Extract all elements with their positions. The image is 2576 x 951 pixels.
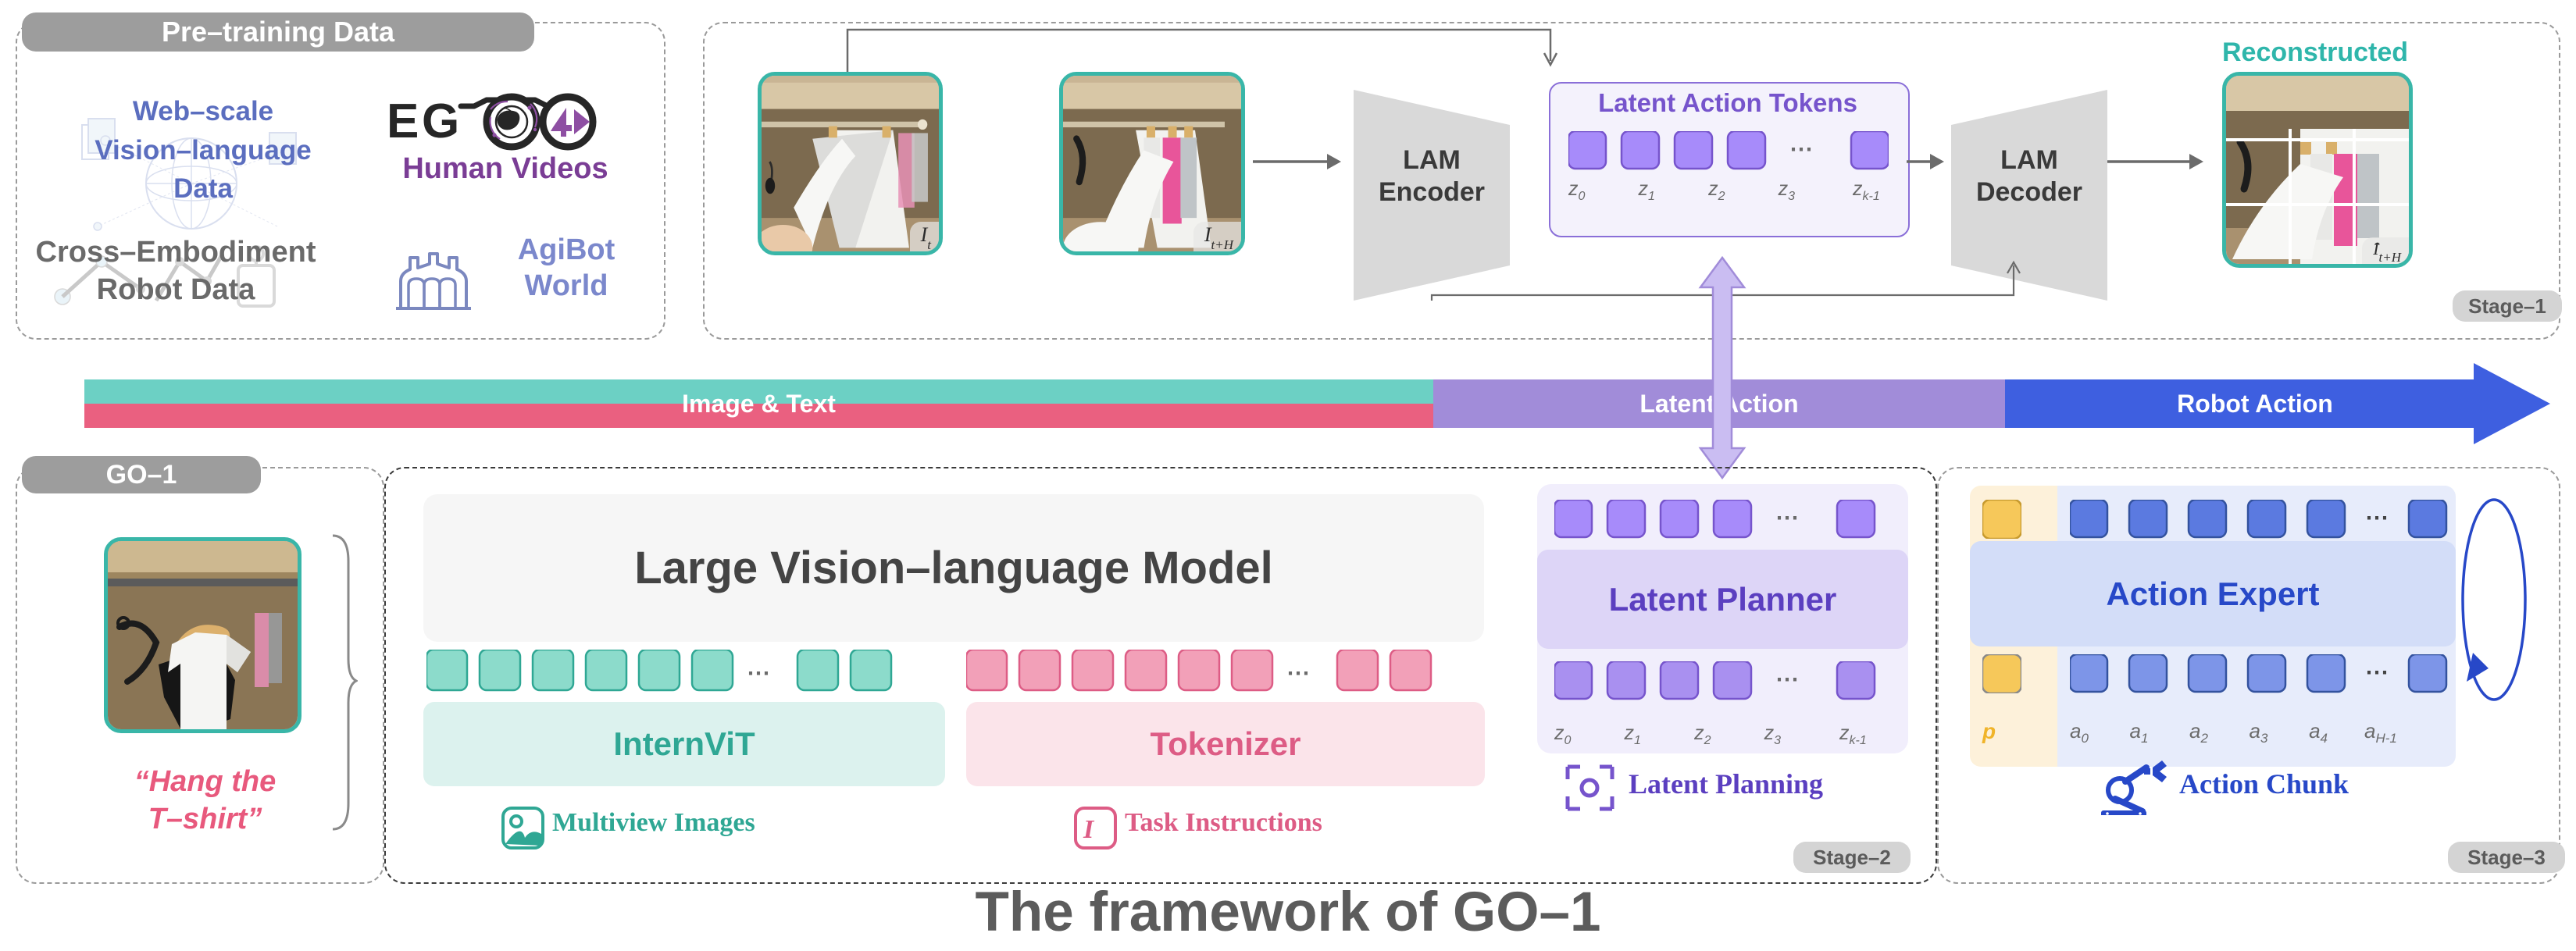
svg-text:⋯: ⋯ xyxy=(1775,667,1799,693)
svg-text:⋯: ⋯ xyxy=(2365,660,2389,686)
svg-text:⋯: ⋯ xyxy=(747,661,770,686)
svg-text:G: G xyxy=(422,94,459,148)
svg-text:⋯: ⋯ xyxy=(1789,137,1813,162)
svg-text:I: I xyxy=(1083,815,1095,844)
svg-text:⋯: ⋯ xyxy=(2365,505,2389,531)
svg-text:E: E xyxy=(387,94,419,148)
svg-text:⋯: ⋯ xyxy=(1286,661,1310,686)
svg-text:⋯: ⋯ xyxy=(1775,505,1799,531)
